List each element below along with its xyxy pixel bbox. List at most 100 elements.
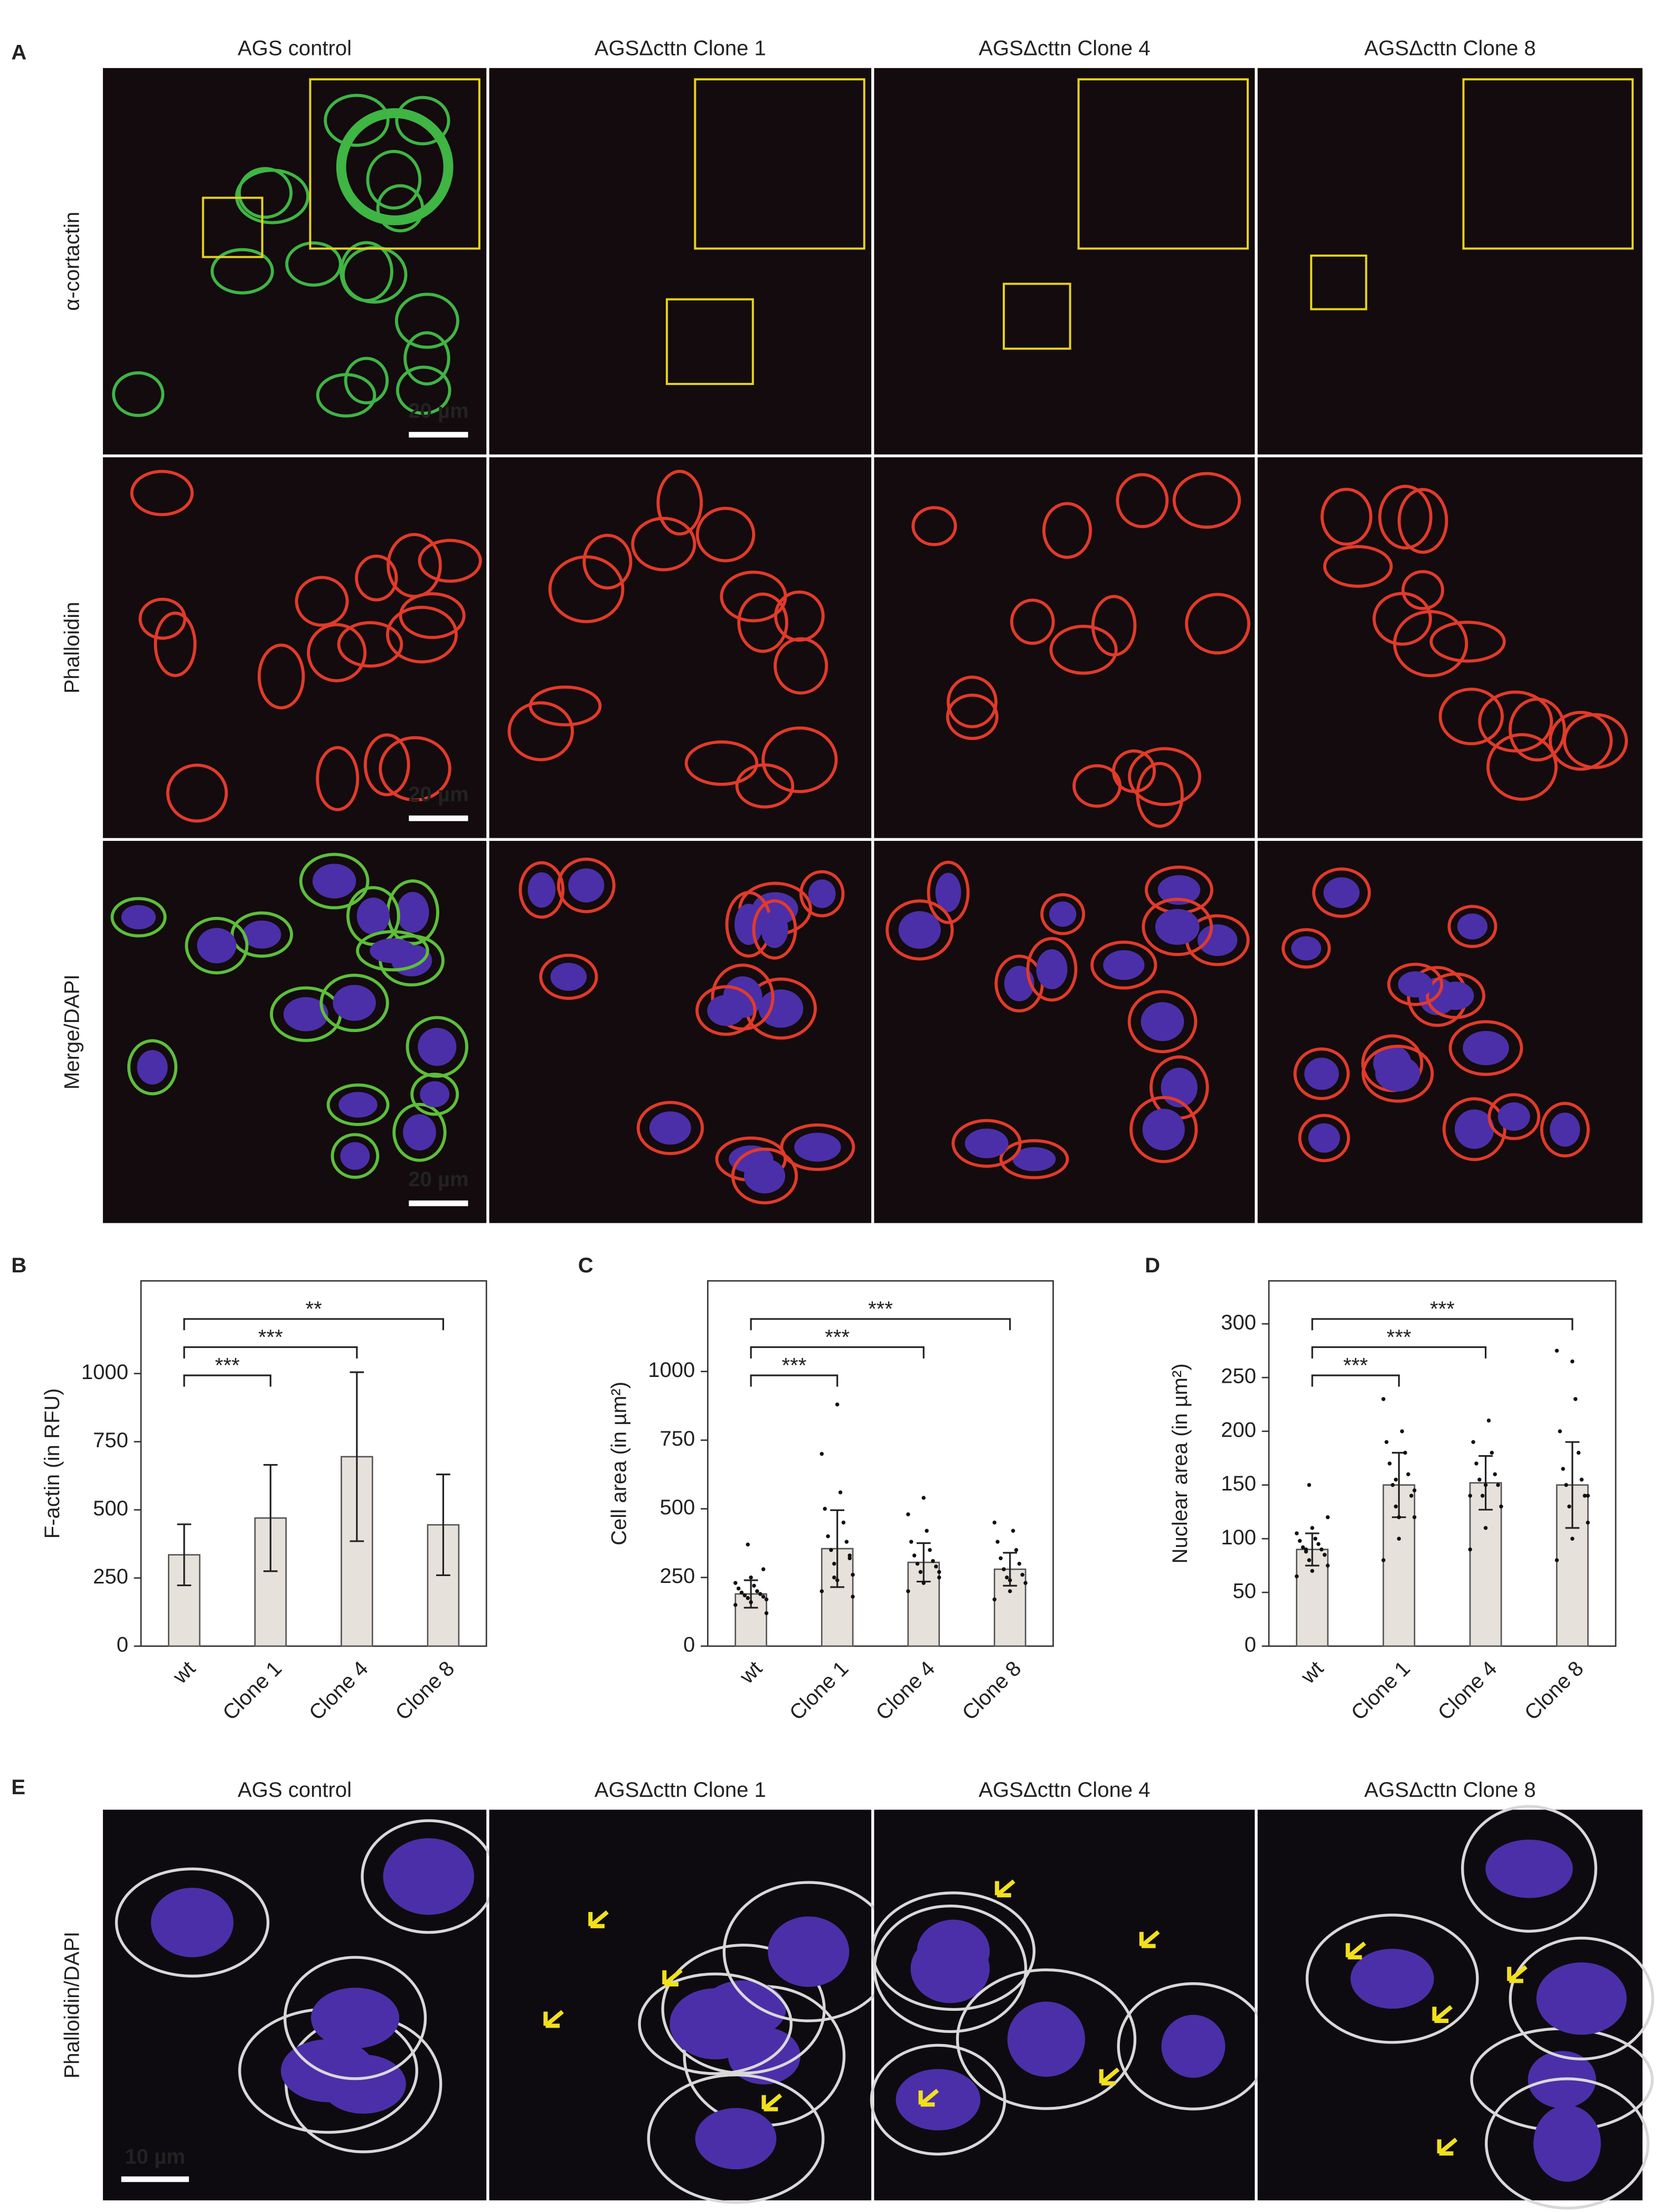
inset-box bbox=[202, 196, 263, 258]
data-point bbox=[909, 1540, 913, 1544]
cell bbox=[355, 555, 398, 602]
x-tick-label: Clone 1 bbox=[1347, 1657, 1415, 1725]
cell bbox=[1401, 570, 1445, 611]
nucleus bbox=[137, 1050, 168, 1085]
nucleus bbox=[808, 879, 836, 908]
cell bbox=[110, 897, 167, 938]
cell bbox=[695, 507, 756, 563]
data-point bbox=[755, 1589, 759, 1594]
cell bbox=[285, 241, 342, 287]
nucleus bbox=[338, 1092, 378, 1118]
arrow bbox=[543, 2010, 564, 2028]
cell bbox=[1448, 1020, 1523, 1076]
significance-label: *** bbox=[258, 1326, 283, 1349]
nucleus bbox=[312, 864, 356, 899]
data-point bbox=[847, 1553, 852, 1558]
cell bbox=[1487, 1093, 1541, 1140]
cell bbox=[1282, 928, 1331, 969]
arrow bbox=[1139, 1930, 1160, 1948]
data-point bbox=[937, 1570, 941, 1574]
cell bbox=[185, 916, 249, 974]
cell bbox=[548, 555, 625, 623]
data-point bbox=[1471, 1440, 1475, 1444]
cell bbox=[1393, 610, 1468, 678]
cell bbox=[331, 1133, 380, 1179]
x-tick-label: Clone 8 bbox=[391, 1657, 459, 1725]
data-point bbox=[912, 1553, 917, 1558]
nucleus bbox=[403, 1114, 436, 1151]
inset-box bbox=[1310, 254, 1368, 311]
cell bbox=[799, 870, 845, 917]
cell bbox=[1397, 488, 1448, 554]
cell bbox=[1010, 598, 1055, 645]
scale-bar-label: 20 µm bbox=[408, 783, 468, 806]
cell bbox=[337, 621, 403, 668]
data-point bbox=[1023, 1581, 1028, 1585]
nucleus bbox=[418, 1027, 457, 1066]
cell bbox=[319, 973, 389, 1033]
cell bbox=[1485, 2077, 1650, 2210]
data-point bbox=[1406, 1472, 1410, 1476]
cell bbox=[1042, 502, 1092, 559]
x-tick-label: Clone 4 bbox=[871, 1657, 939, 1725]
cell bbox=[1172, 472, 1241, 529]
significance-label: *** bbox=[1387, 1326, 1411, 1349]
scale-bar-label: 10 µm bbox=[125, 2145, 185, 2168]
data-point bbox=[1322, 1553, 1327, 1557]
cell bbox=[539, 953, 598, 1000]
arrow bbox=[588, 1910, 609, 1928]
cell bbox=[392, 1102, 447, 1162]
data-point bbox=[1412, 1488, 1417, 1493]
error-bar bbox=[177, 1523, 192, 1587]
y-axis-label: F-actin (in RFU) bbox=[41, 1388, 64, 1539]
inset-box bbox=[309, 78, 481, 250]
y-tick-label: 50 bbox=[1232, 1580, 1256, 1603]
cell bbox=[885, 899, 954, 961]
data-point bbox=[1486, 1418, 1491, 1423]
nucleus bbox=[1036, 949, 1068, 990]
data-point bbox=[841, 1520, 846, 1525]
nucleus bbox=[1049, 901, 1077, 927]
cell bbox=[1072, 764, 1122, 808]
data-point bbox=[1381, 1558, 1386, 1562]
nucleus bbox=[121, 905, 156, 930]
data-point bbox=[1573, 1397, 1578, 1401]
nucleus bbox=[1398, 971, 1433, 998]
cell bbox=[1323, 545, 1393, 588]
nucleus bbox=[1437, 981, 1474, 1010]
data-point bbox=[844, 1540, 849, 1544]
cell bbox=[684, 740, 759, 786]
significance-bracket bbox=[1311, 1318, 1574, 1330]
arrow bbox=[761, 2093, 783, 2112]
data-point bbox=[1586, 1520, 1590, 1525]
significance-bracket bbox=[750, 1346, 925, 1358]
cell bbox=[631, 517, 696, 571]
arrow bbox=[662, 1969, 683, 1987]
data-point bbox=[1388, 1461, 1392, 1466]
data-point bbox=[1468, 1494, 1472, 1498]
nucleus bbox=[197, 927, 237, 963]
nucleus bbox=[397, 892, 429, 933]
data-point bbox=[1570, 1536, 1575, 1541]
data-point bbox=[826, 1534, 830, 1539]
data-point bbox=[749, 1600, 753, 1605]
cell bbox=[1426, 972, 1485, 1019]
nucleus bbox=[1141, 1002, 1184, 1042]
cell bbox=[1548, 710, 1613, 771]
data-point bbox=[835, 1578, 840, 1582]
micrograph bbox=[102, 457, 487, 838]
cell bbox=[387, 533, 442, 598]
y-tick-label: 250 bbox=[660, 1564, 695, 1588]
data-point bbox=[761, 1567, 766, 1571]
cell bbox=[695, 985, 757, 1036]
column-title: AGSΔcttn Clone 8 bbox=[1364, 1778, 1536, 1802]
cell bbox=[1127, 990, 1198, 1054]
y-tick-label: 750 bbox=[93, 1429, 128, 1452]
data-point bbox=[1397, 1515, 1401, 1520]
data-point bbox=[1412, 1515, 1417, 1520]
x-tick-label: Clone 8 bbox=[958, 1657, 1026, 1725]
nucleus bbox=[1485, 1839, 1573, 1898]
data-point bbox=[934, 1564, 938, 1569]
x-tick-label: Clone 4 bbox=[1434, 1657, 1502, 1725]
micrograph bbox=[874, 457, 1255, 838]
